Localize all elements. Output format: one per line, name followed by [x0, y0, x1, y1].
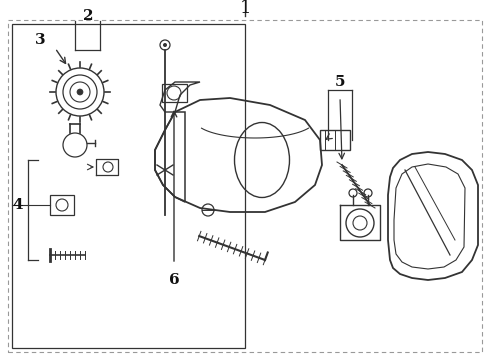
Bar: [50, 195, 74, 215]
Text: 2: 2: [83, 9, 93, 23]
Circle shape: [163, 43, 167, 47]
Text: 4: 4: [13, 198, 24, 212]
Bar: [162, 84, 187, 102]
Bar: [12, 24, 245, 348]
Bar: [320, 130, 350, 150]
Text: 5: 5: [335, 75, 345, 89]
Text: 1: 1: [239, 0, 251, 17]
Circle shape: [77, 89, 83, 95]
Text: 3: 3: [35, 33, 45, 47]
Text: 6: 6: [169, 273, 179, 287]
